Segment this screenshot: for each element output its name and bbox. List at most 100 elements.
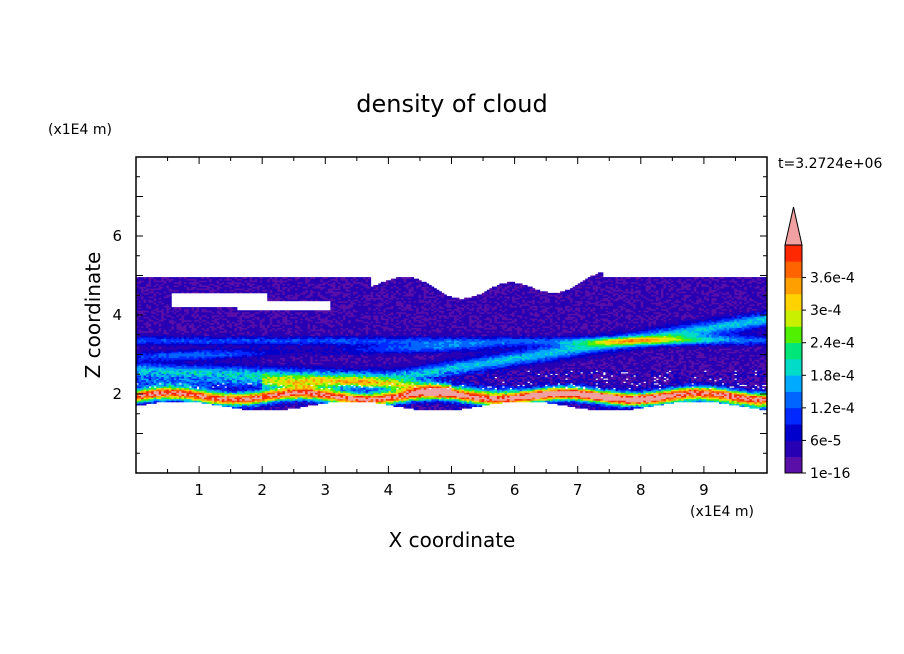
field-cell: [166, 340, 170, 343]
field-cell: [158, 384, 162, 387]
field-cell: [287, 329, 291, 332]
field-cell: [244, 278, 248, 281]
field-cell: [239, 352, 243, 355]
field-cell: [153, 367, 157, 370]
field-cell: [181, 397, 185, 400]
field-cell: [247, 329, 250, 332]
field-cell: [274, 280, 278, 283]
field-cell: [257, 341, 261, 344]
field-cell: [171, 319, 175, 322]
field-cell: [292, 386, 296, 389]
field-cell: [249, 310, 253, 313]
field-cell: [158, 357, 162, 360]
field-cell: [201, 324, 205, 327]
field-cell: [178, 316, 182, 319]
field-cell: [295, 278, 298, 281]
field-cell: [161, 337, 165, 340]
field-cell: [269, 321, 273, 324]
field-cell: [244, 386, 248, 389]
field-cell: [181, 360, 185, 363]
field-cell: [199, 384, 203, 387]
field-cell: [242, 382, 245, 385]
field-cell: [206, 335, 210, 338]
field-cell: [236, 288, 240, 291]
field-cell: [269, 284, 273, 287]
field-cell: [297, 368, 301, 371]
field-cell: [189, 376, 192, 379]
field-cell: [239, 406, 243, 409]
field-cell: [221, 291, 225, 294]
field-cell: [282, 408, 286, 411]
field-cell: [264, 375, 268, 378]
field-cell: [206, 378, 210, 381]
field-cell: [153, 299, 157, 302]
field-cell: [287, 330, 291, 333]
field-cell: [201, 308, 205, 311]
field-cell: [279, 310, 283, 313]
field-cell: [234, 394, 238, 396]
field-cell: [249, 280, 253, 283]
field-cell: [252, 362, 256, 365]
field-cell: [272, 318, 276, 321]
field-cell: [171, 373, 175, 376]
field-cell: [221, 352, 225, 355]
field-cell: [262, 322, 266, 325]
field-cell: [189, 394, 192, 396]
field-cell: [244, 371, 248, 374]
field-cell: [277, 326, 281, 329]
field-cell: [262, 365, 266, 368]
field-cell: [168, 368, 172, 371]
field-cell: [136, 300, 139, 303]
field-cell: [229, 286, 233, 289]
field-cell: [295, 296, 298, 299]
field-cell: [136, 326, 139, 329]
field-cell: [252, 329, 256, 332]
field-cell: [269, 327, 273, 330]
field-cell: [289, 326, 293, 329]
field-cell: [168, 303, 172, 306]
field-cell: [141, 330, 144, 333]
field-cell: [204, 365, 208, 368]
field-cell: [211, 349, 215, 352]
field-cell: [206, 359, 210, 362]
field-cell: [201, 365, 205, 368]
field-cell: [262, 392, 266, 395]
field-cell: [153, 397, 157, 400]
field-cell: [151, 280, 155, 283]
field-cell: [156, 346, 160, 349]
field-cell: [153, 352, 157, 355]
field-cell: [282, 283, 286, 286]
field-cell: [231, 387, 235, 390]
field-cell: [151, 321, 155, 324]
field-cell: [272, 286, 276, 289]
field-cell: [194, 289, 197, 292]
field-cell: [277, 354, 281, 357]
field-cell: [166, 308, 170, 311]
field-cell: [211, 390, 215, 393]
field-cell: [143, 340, 147, 343]
field-cell: [284, 406, 288, 409]
field-cell: [247, 398, 250, 401]
field-cell: [292, 326, 296, 329]
field-cell: [141, 302, 144, 305]
field-cell: [272, 384, 276, 387]
field-cell: [178, 340, 182, 343]
field-cell: [183, 360, 187, 363]
field-cell: [279, 357, 283, 360]
field-cell: [201, 376, 205, 379]
field-cell: [194, 395, 197, 398]
field-cell: [259, 378, 263, 381]
field-cell: [146, 351, 150, 354]
field-cell: [151, 356, 155, 359]
field-cell: [244, 288, 248, 291]
field-cell: [143, 392, 147, 395]
field-cell: [141, 296, 144, 299]
field-cell: [199, 327, 203, 330]
field-cell: [216, 289, 220, 292]
field-cell: [138, 341, 142, 344]
field-cell: [158, 356, 162, 359]
field-cell: [262, 394, 266, 396]
field-cell: [168, 392, 172, 395]
field-cell: [183, 337, 187, 340]
field-cell: [239, 315, 243, 317]
